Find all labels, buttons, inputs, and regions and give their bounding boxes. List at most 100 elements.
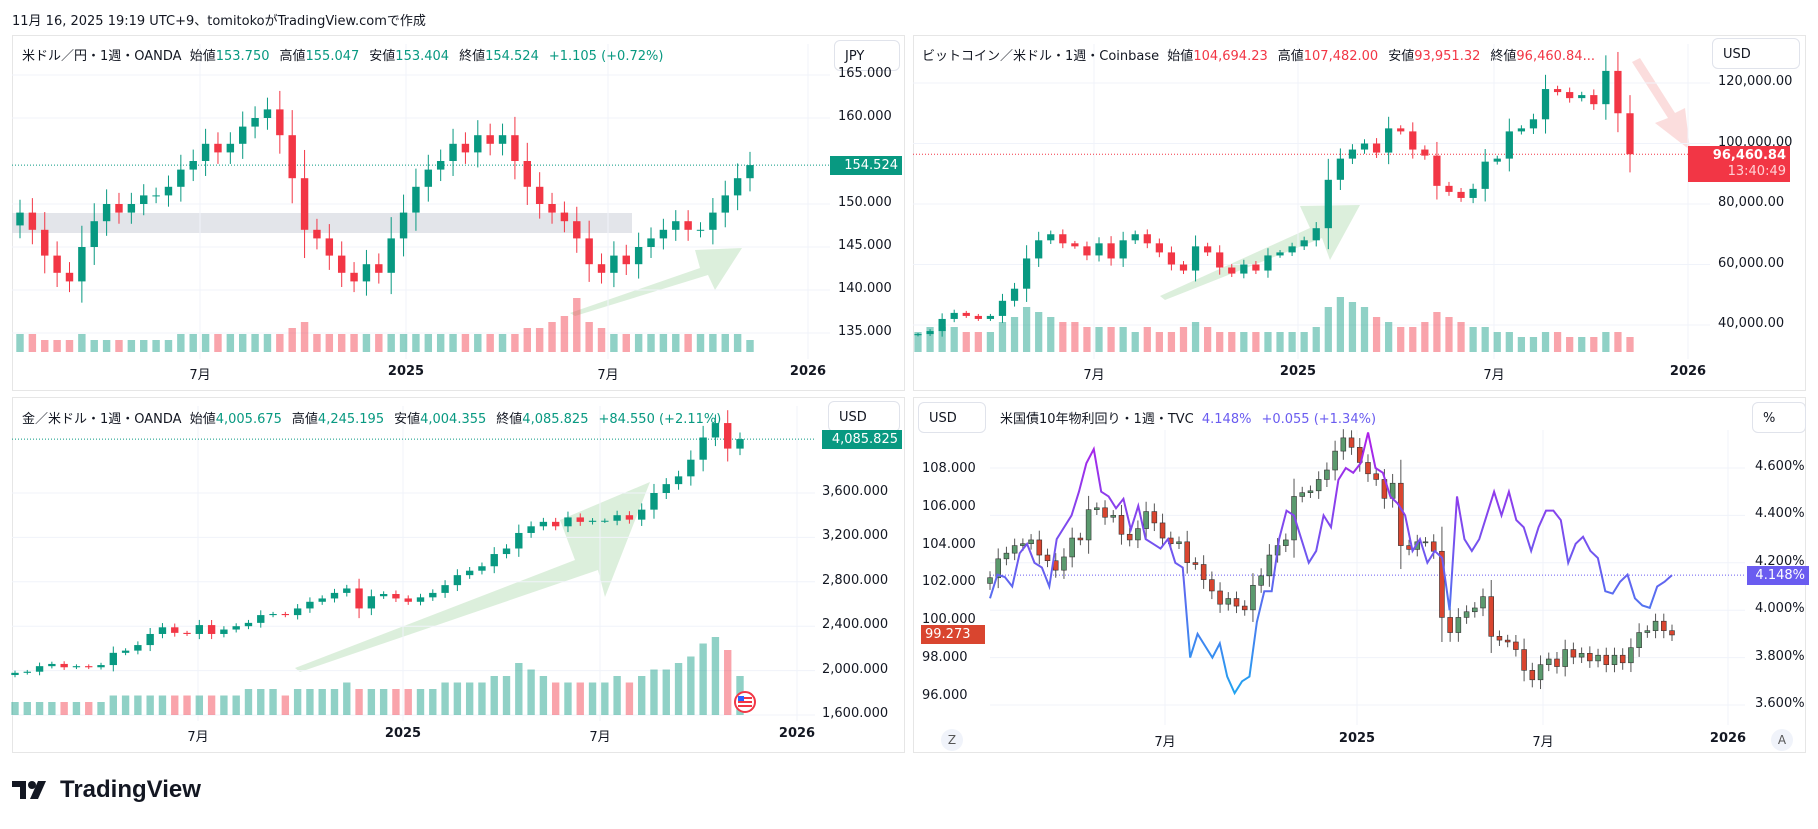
- candle: [306, 601, 314, 609]
- candle: [313, 229, 321, 239]
- candle: [152, 195, 160, 197]
- x-tick-label: 7月: [1483, 368, 1505, 383]
- candle: [23, 671, 31, 673]
- candle: [1481, 161, 1489, 189]
- volume-bar: [1397, 327, 1405, 352]
- ohlc-value: 4,004.355: [420, 412, 487, 427]
- y-tick-label: 2,400.000: [822, 617, 889, 633]
- candle: [343, 588, 351, 593]
- candle: [330, 592, 339, 599]
- candle: [515, 532, 523, 549]
- auto-scale-a-button[interactable]: A: [1771, 729, 1793, 751]
- change-value: +84.550 (+2.11%): [598, 412, 722, 427]
- volume-bar: [367, 689, 376, 715]
- candle: [1570, 649, 1577, 658]
- support-zone[interactable]: [12, 213, 632, 233]
- change-value: +0.055 (+1.34%): [1261, 412, 1377, 427]
- volume-bar: [152, 340, 160, 352]
- trend-arrow[interactable]: [570, 248, 742, 316]
- candle: [41, 229, 49, 256]
- candle: [1340, 437, 1347, 452]
- currency-button[interactable]: USD: [828, 401, 900, 432]
- currency-button-right[interactable]: %: [1752, 402, 1806, 433]
- candle: [453, 575, 462, 586]
- currency-button[interactable]: USD: [1712, 38, 1800, 69]
- candle: [1566, 92, 1574, 99]
- volume-bar: [711, 637, 720, 715]
- candle: [1626, 113, 1634, 155]
- candle: [1480, 596, 1486, 609]
- currency-button[interactable]: JPY: [834, 40, 900, 71]
- volume-bar: [1602, 332, 1610, 352]
- volume-bar: [1204, 327, 1212, 352]
- volume-bar: [1179, 327, 1188, 352]
- candle: [1184, 541, 1190, 563]
- candle: [914, 334, 922, 336]
- volume-bar: [938, 327, 946, 352]
- y-tick-label: 150.000: [838, 195, 892, 210]
- volume-bar: [721, 334, 729, 352]
- volume-bar: [293, 689, 302, 715]
- volume-bar: [1505, 332, 1513, 352]
- volume-bar: [263, 334, 272, 352]
- volume-bar: [276, 334, 284, 352]
- candle: [511, 135, 519, 161]
- candle: [90, 221, 98, 247]
- ohlc-value: 4,245.195: [317, 412, 385, 427]
- candle: [1135, 528, 1141, 541]
- volume-bar: [404, 689, 412, 715]
- candle: [140, 195, 148, 204]
- candle: [375, 264, 383, 273]
- candle: [724, 423, 732, 449]
- volume-bar: [634, 334, 643, 352]
- volume-bar: [535, 328, 544, 352]
- trend-arrow[interactable]: [295, 482, 650, 672]
- volume-bar: [622, 334, 630, 352]
- candle: [746, 165, 754, 179]
- candle: [207, 625, 216, 634]
- candle: [647, 238, 655, 247]
- trend-arrow[interactable]: [1160, 205, 1360, 300]
- volume-bar: [453, 682, 462, 715]
- candle: [300, 178, 309, 230]
- volume-bar: [527, 669, 535, 715]
- flag-icon[interactable]: [734, 691, 756, 713]
- candle: [1151, 511, 1158, 524]
- candle: [1204, 246, 1212, 253]
- header-xauusd: 金／米ドル・1週・OANDA 始値4,005.675 高値4,245.195 安値4…: [22, 408, 721, 427]
- volume-bar: [429, 689, 437, 715]
- candle: [1044, 554, 1051, 562]
- candle: [244, 622, 253, 627]
- volume-bar: [1385, 322, 1393, 352]
- auto-scale-z-button[interactable]: Z: [941, 729, 963, 751]
- volume-bar: [288, 328, 296, 352]
- volume-bar: [449, 334, 457, 352]
- candle: [1398, 482, 1404, 546]
- candle: [465, 570, 474, 576]
- y-tick-label: 145.000: [838, 238, 892, 253]
- volume-bar: [699, 643, 707, 715]
- candle: [1430, 541, 1437, 552]
- trend-arrow-down[interactable]: [1632, 58, 1690, 150]
- volume-bar: [974, 332, 982, 352]
- candle: [601, 520, 609, 522]
- candle: [576, 517, 584, 522]
- candle: [461, 143, 470, 153]
- tradingview-logo[interactable]: TradingView: [12, 776, 201, 804]
- candle: [474, 135, 482, 153]
- candle: [60, 663, 68, 668]
- candle: [995, 558, 1001, 579]
- volume-bar: [220, 695, 228, 715]
- candle: [1463, 611, 1470, 618]
- candle: [1069, 537, 1075, 558]
- x-tick-label: 7月: [1083, 368, 1105, 383]
- currency-button-left[interactable]: USD: [918, 402, 986, 433]
- candle: [195, 625, 204, 634]
- volume-bar: [1481, 327, 1489, 352]
- volume-bar: [1059, 322, 1067, 352]
- volume-bar: [1252, 332, 1260, 352]
- candle: [1336, 158, 1344, 180]
- volume-bar: [1433, 312, 1441, 352]
- volume-bar: [998, 322, 1007, 352]
